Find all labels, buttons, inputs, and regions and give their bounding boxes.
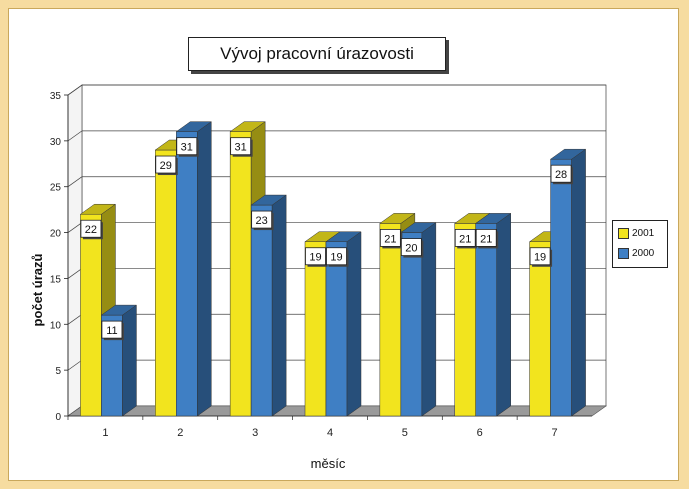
bar-front <box>304 241 327 417</box>
y-tick-label: 30 <box>50 137 62 148</box>
data-label: 29 <box>160 160 172 172</box>
data-label-box <box>400 238 422 256</box>
gridline-diagonal <box>67 84 83 96</box>
x-tick-label: 6 <box>477 427 483 439</box>
y-tick-label: 25 <box>50 183 62 194</box>
bar-top <box>229 121 266 132</box>
bar-top <box>325 231 362 242</box>
data-label-box <box>251 210 273 229</box>
bar-top <box>100 304 138 316</box>
data-label-box <box>326 247 347 266</box>
data-label-box <box>550 164 572 183</box>
legend-item: 2001 <box>618 228 654 240</box>
bar-front <box>454 223 476 417</box>
bar-front <box>325 241 348 417</box>
bar-front <box>250 204 273 417</box>
data-label: 20 <box>405 243 417 255</box>
legend: 2001 2000 <box>612 220 668 268</box>
bar-top <box>79 203 117 215</box>
bar-front <box>155 149 177 417</box>
y-tick-label: 15 <box>50 274 62 285</box>
x-tick-label: 4 <box>327 427 333 439</box>
gridline-diagonal <box>67 176 83 187</box>
bar-front <box>379 223 402 417</box>
bar-side <box>496 212 511 417</box>
legend-swatch <box>618 248 629 259</box>
data-label: 31 <box>235 142 247 154</box>
data-label-box <box>529 247 551 266</box>
y-axis-label: počet úrazů <box>30 253 45 326</box>
bars <box>79 121 587 417</box>
gridline-diagonal <box>67 222 83 233</box>
y-tick-label: 10 <box>50 320 62 331</box>
data-label: 19 <box>309 252 321 264</box>
data-label-box <box>305 247 326 266</box>
data-label: 21 <box>384 233 396 245</box>
data-label-box <box>176 137 198 156</box>
data-label-box <box>155 155 177 174</box>
bar-top <box>175 121 213 132</box>
bar-front <box>529 241 551 417</box>
data-label: 21 <box>459 233 471 245</box>
chart-title: Vývoj pracovní úrazovosti <box>188 37 446 71</box>
bar-side <box>197 121 212 417</box>
y-tick-label: 20 <box>50 229 62 240</box>
legend-label: 2001 <box>632 228 655 240</box>
bar-front <box>80 213 102 417</box>
gridline-diagonal <box>67 268 83 279</box>
bar-front <box>229 131 252 417</box>
data-label-box <box>101 320 123 339</box>
x-tick-label: 5 <box>402 427 408 439</box>
bar-side <box>122 304 137 417</box>
bar-top <box>474 213 512 224</box>
data-label: 31 <box>181 142 193 154</box>
data-label: 11 <box>106 325 117 337</box>
bar-front <box>400 232 423 417</box>
bar-top <box>549 148 587 160</box>
data-label: 23 <box>256 215 268 227</box>
data-label-box <box>230 137 252 156</box>
legend-swatch <box>618 228 629 239</box>
bar-front <box>176 131 198 417</box>
data-label: 19 <box>330 252 342 264</box>
x-tick-label: 2 <box>177 427 183 439</box>
side-wall <box>67 84 83 417</box>
data-label: 19 <box>534 252 546 264</box>
bar-top <box>250 194 287 206</box>
gridline-diagonal <box>67 359 83 371</box>
bar-side <box>421 222 437 417</box>
bar-top <box>400 222 437 233</box>
bar-side <box>571 148 586 417</box>
legend-item: 2000 <box>618 248 654 260</box>
data-label: 22 <box>85 224 97 236</box>
bar-front <box>550 158 572 417</box>
data-label: 21 <box>480 233 492 245</box>
legend-label: 2000 <box>632 248 655 260</box>
bar-top <box>379 213 416 224</box>
y-tick-label: 0 <box>55 412 61 423</box>
x-axis-label: měsíc <box>311 456 346 471</box>
y-tick-label: 35 <box>50 91 62 102</box>
bar-front <box>475 223 497 417</box>
x-tick-label: 3 <box>252 427 258 439</box>
x-tick-label: 1 <box>102 427 108 439</box>
data-labels: 22 11 29 31 31 23 19 19 21 20 21 21 19 28 <box>80 137 574 341</box>
gridline-diagonal <box>67 130 83 142</box>
data-label: 28 <box>555 169 567 181</box>
bar-side <box>346 231 362 417</box>
x-tick-label: 7 <box>552 427 558 439</box>
gridline-diagonal <box>67 314 83 325</box>
data-label-box <box>80 219 102 238</box>
data-label-box <box>475 228 497 247</box>
y-tick-label: 5 <box>55 366 61 377</box>
data-label-box <box>454 228 476 247</box>
data-label-box <box>379 228 401 247</box>
bar-side <box>271 194 287 417</box>
